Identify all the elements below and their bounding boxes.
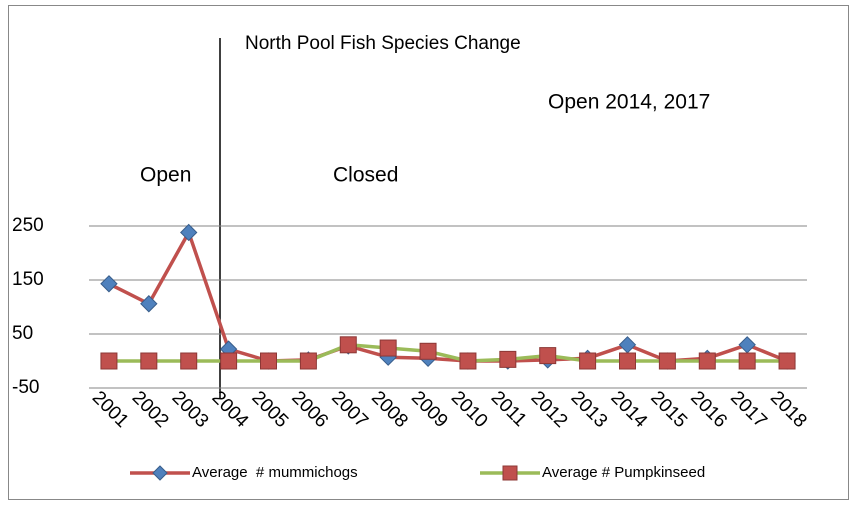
data-point (100, 352, 118, 370)
data-point (339, 336, 357, 354)
chart-title: North Pool Fish Species Change (245, 33, 521, 54)
data-point (658, 352, 676, 370)
data-point (100, 275, 118, 293)
annotation: Open 2014, 2017 (548, 91, 710, 114)
data-point (260, 352, 277, 370)
legend-label: Average # mummichogs (192, 464, 358, 481)
data-point (299, 352, 317, 370)
data-point (180, 352, 198, 370)
data-point (459, 352, 477, 370)
data-point (140, 295, 158, 313)
data-point (539, 347, 557, 365)
legend-label: Average # Pumpkinseed (542, 464, 705, 481)
data-point (499, 350, 517, 368)
y-tick-label: 150 (12, 269, 44, 290)
data-point (140, 352, 158, 370)
y-tick-label: 250 (12, 215, 44, 236)
annotation: Closed (333, 164, 398, 187)
data-point (738, 352, 756, 370)
legend-marker (502, 465, 518, 481)
data-point (379, 339, 397, 357)
data-point (180, 223, 198, 242)
data-point (220, 352, 238, 370)
data-point (698, 352, 716, 370)
data-point (619, 352, 636, 370)
data-point (579, 352, 597, 370)
data-point (419, 342, 437, 360)
y-tick-label: -50 (12, 377, 39, 398)
data-point (778, 352, 796, 370)
chart-border (8, 5, 849, 500)
legend-marker (152, 465, 168, 481)
y-tick-label: 50 (12, 323, 33, 344)
annotation: Open (140, 164, 191, 187)
